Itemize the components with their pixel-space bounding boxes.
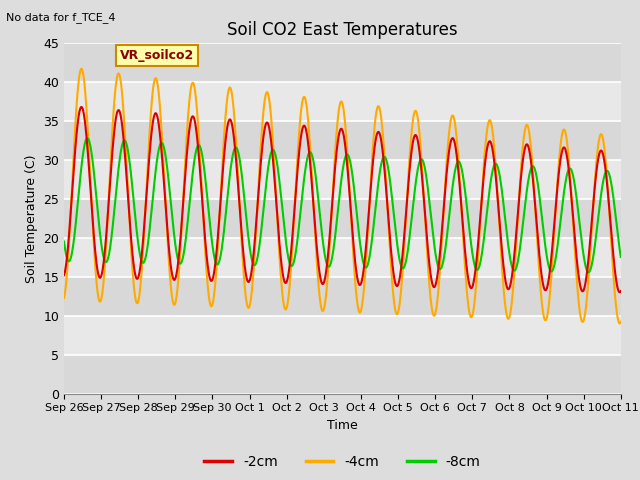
Title: Soil CO2 East Temperatures: Soil CO2 East Temperatures [227, 21, 458, 39]
Bar [64, 355, 621, 394]
Bar [64, 199, 621, 238]
Legend: -2cm, -4cm, -8cm: -2cm, -4cm, -8cm [198, 450, 486, 475]
Bar [64, 238, 621, 277]
Text: No data for f_TCE_4: No data for f_TCE_4 [6, 12, 116, 23]
Bar [64, 277, 621, 316]
Y-axis label: Soil Temperature (C): Soil Temperature (C) [25, 154, 38, 283]
Bar [64, 43, 621, 82]
Bar [64, 121, 621, 160]
Bar [64, 316, 621, 355]
Bar [64, 82, 621, 121]
Bar [64, 160, 621, 199]
Text: VR_soilco2: VR_soilco2 [120, 49, 194, 62]
X-axis label: Time: Time [327, 419, 358, 432]
